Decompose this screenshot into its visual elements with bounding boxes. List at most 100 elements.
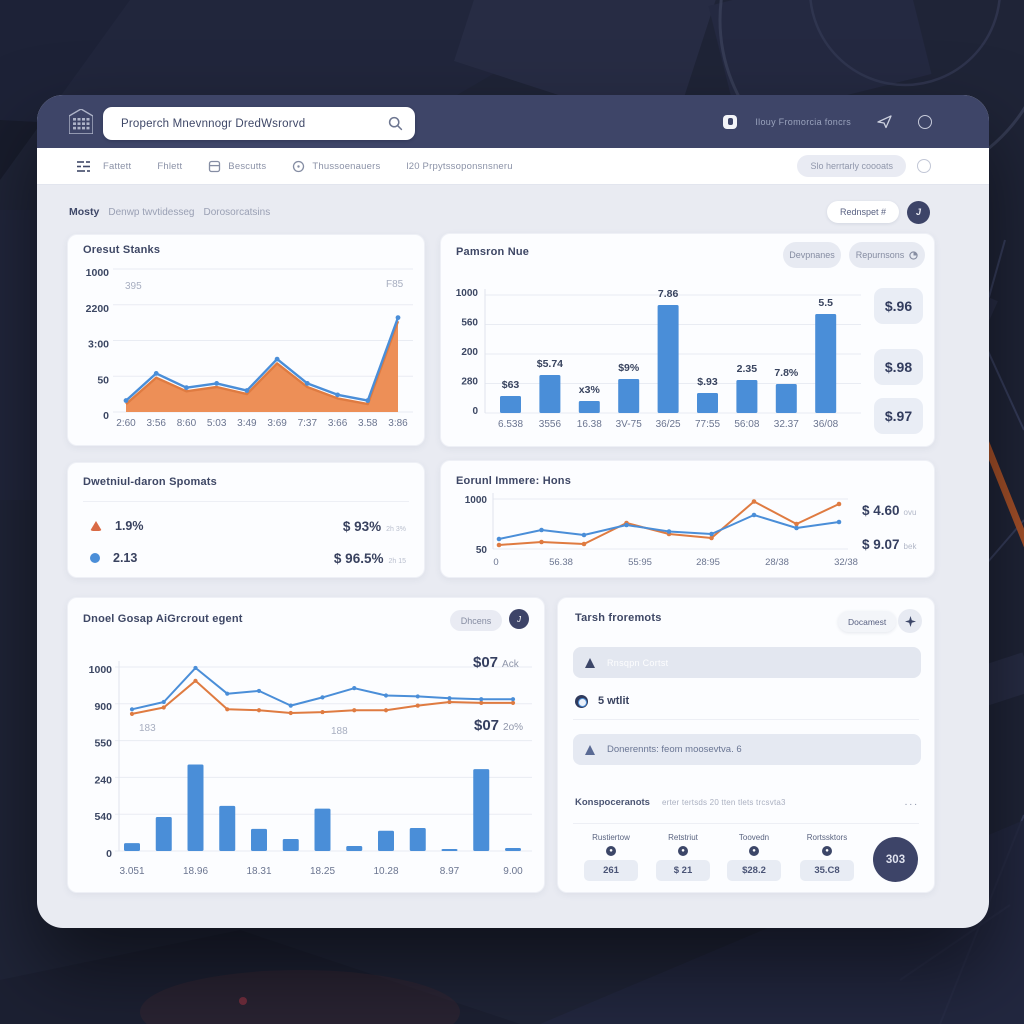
svg-text:1000: 1000 xyxy=(89,664,113,676)
star-pin-icon xyxy=(904,615,916,627)
stat-value: $ 21 xyxy=(656,860,710,881)
svg-text:F85: F85 xyxy=(386,279,404,290)
svg-text:3:00: 3:00 xyxy=(88,339,109,351)
send-plane-icon[interactable] xyxy=(877,114,892,129)
more-options-icon[interactable]: ... xyxy=(904,796,919,808)
stat-pin-icon: ● xyxy=(678,846,688,856)
svg-text:5:03: 5:03 xyxy=(207,418,227,429)
svg-text:16.38: 16.38 xyxy=(577,419,602,430)
stat-label: Toovedn xyxy=(738,833,770,842)
card-overview-stats: Oresut Stanks 0 50 3:00 2200 1000 2:60 3:56 8:6… xyxy=(67,234,425,446)
toolbar: Fattett Fhlett Bescutts Thussoenauers l2… xyxy=(37,148,989,185)
earning-line-chart: 50 1000 0 56.38 55:95 28:95 28/38 32/38 xyxy=(465,493,858,568)
banner-text: Donerennts: feom moosevtva. 6 xyxy=(607,744,742,755)
card-combo-chart: Dnoel Gosap AiGrcrout egent Dhcens J 0 54… xyxy=(67,597,545,893)
total-circle-button[interactable]: 303 xyxy=(873,837,918,882)
breadcrumb-mid[interactable]: Denwp twvtidesseg xyxy=(108,206,195,218)
send-circle-button[interactable]: J xyxy=(509,609,529,629)
svg-text:$5.74: $5.74 xyxy=(537,358,563,370)
card-earning-lines: Eorunl Immere: Hons 50 1000 0 56.38 55:95 28:… xyxy=(440,460,935,578)
svg-text:2:60: 2:60 xyxy=(116,418,136,429)
notification-circle-icon[interactable] xyxy=(918,114,932,129)
segment-button-1[interactable]: Devpnanes xyxy=(783,242,841,268)
toolbar-item-2[interactable]: Fhlett xyxy=(157,161,182,172)
toolbar-item-5[interactable]: l20 Prpytssoponsnsneru xyxy=(406,161,512,172)
line-stat-2: $ 9.07 bek xyxy=(862,537,916,552)
avatar[interactable]: J xyxy=(907,200,930,224)
stat-value: 35.C8 xyxy=(800,860,854,881)
line-stat-value: $ 4.60 xyxy=(862,503,900,518)
combo-stat-sub: 2o% xyxy=(503,722,524,733)
svg-text:7.86: 7.86 xyxy=(658,288,679,300)
card-title: Eorunl Immere: Hons xyxy=(456,475,572,487)
svg-text:77:55: 77:55 xyxy=(695,419,720,430)
stat-label: Rustiertow xyxy=(592,833,630,842)
svg-text:3V-75: 3V-75 xyxy=(616,419,643,430)
overview-area-chart: 0 50 3:00 2200 1000 2:60 3:56 8:60 5:03 3:49 3:69 7… xyxy=(86,267,413,429)
menu-list-icon[interactable] xyxy=(76,159,91,174)
stat-box-1: $.96 xyxy=(874,288,923,324)
svg-text:28:95: 28:95 xyxy=(696,557,720,568)
document-button[interactable]: Docamest xyxy=(838,611,897,632)
svg-text:10.28: 10.28 xyxy=(373,866,398,877)
stat-label: Rortssktors xyxy=(806,833,848,842)
svg-text:0: 0 xyxy=(103,410,109,422)
toolbar-circle-icon[interactable] xyxy=(917,159,931,173)
combo-stat-value: $07 xyxy=(474,717,500,734)
svg-text:200: 200 xyxy=(461,347,478,358)
toolbar-item-1[interactable]: Fattett xyxy=(103,161,131,172)
report-button[interactable]: Rednspet # xyxy=(826,201,899,223)
toolbar-item-4[interactable]: Thussoenauers xyxy=(292,160,380,173)
correspondence-row[interactable]: Konspoceranots erter tertsds 20 tten tle… xyxy=(575,794,919,810)
svg-text:28/38: 28/38 xyxy=(765,557,789,568)
task-item[interactable]: 5 wtlit xyxy=(575,689,629,713)
toolbar-item-label: Bescutts xyxy=(228,160,267,172)
svg-text:2.35: 2.35 xyxy=(737,363,758,375)
lock-icon[interactable] xyxy=(723,114,738,129)
alert-banner-2[interactable]: Donerennts: feom moosevtva. 6 xyxy=(573,734,921,765)
app-window: Properch Mnevnnogr DredWsrorvd Ilouy Fro… xyxy=(37,95,989,928)
svg-text:3556: 3556 xyxy=(539,419,562,430)
svg-text:280: 280 xyxy=(461,377,478,388)
metric-right-value: $ 93% xyxy=(342,518,382,534)
card-title: Pamsron Nue xyxy=(456,246,530,258)
svg-text:240: 240 xyxy=(94,774,112,786)
search-value: Properch Mnevnnogr DredWsrorvd xyxy=(121,117,306,130)
clock-icon xyxy=(293,160,305,172)
metric-row-2: 2.13 $ 96.5% 2h 15 xyxy=(90,547,406,569)
app-logo-icon xyxy=(69,109,93,134)
pin-circle-button[interactable] xyxy=(898,609,922,633)
metric-value: 2.13 xyxy=(113,551,138,565)
combo-stat-value: $07 xyxy=(473,654,499,671)
svg-text:6.538: 6.538 xyxy=(498,419,523,430)
toolbar-item-3[interactable]: Bescutts xyxy=(208,160,266,173)
svg-text:1000: 1000 xyxy=(465,495,488,506)
svg-text:560: 560 xyxy=(461,318,478,329)
footer-stat-3: Toovedn ● $28.2 xyxy=(723,833,785,881)
toolbar-action-button[interactable]: Slo herrtarly coooats xyxy=(797,155,906,177)
alert-banner-1[interactable]: Rnsqpn Cortst xyxy=(573,647,921,678)
breadcrumb-primary[interactable]: Mosty xyxy=(69,206,100,218)
search-input[interactable]: Properch Mnevnnogr DredWsrorvd xyxy=(103,107,415,140)
segment-button-2[interactable]: Repurnsons xyxy=(849,242,925,268)
search-icon[interactable] xyxy=(388,116,403,131)
revenue-bar-chart: 0 280 200 560 1000 $63 $5.74 x3% $9% 7.86 $.93 2.35… xyxy=(456,288,861,430)
warning-triangle-icon xyxy=(585,744,595,755)
footer-stat-2: Retstriut ● $ 21 xyxy=(652,833,714,881)
svg-text:9.00: 9.00 xyxy=(503,866,523,877)
card-title: Oresut Stanks xyxy=(83,244,161,256)
svg-text:3.58: 3.58 xyxy=(358,418,378,429)
filter-button[interactable]: Dhcens xyxy=(450,610,502,631)
svg-text:32/38: 32/38 xyxy=(834,557,858,568)
stat-clock-icon: ● xyxy=(749,846,759,856)
card-title: Tarsh froremots xyxy=(575,612,662,624)
folder-icon xyxy=(209,160,221,172)
svg-text:x3%: x3% xyxy=(579,384,601,396)
stat-box-2: $.98 xyxy=(874,349,923,385)
row-sub-label: erter tertsds 20 tten tlets trcsvta3 xyxy=(661,797,786,807)
breadcrumb-last[interactable]: Dorosorcatsins xyxy=(203,206,271,218)
svg-text:3:66: 3:66 xyxy=(328,418,348,429)
footer-stat-4: Rortssktors ● 35.C8 xyxy=(796,833,858,881)
metric-row-1: 1.9% $ 93% 2h 3% xyxy=(90,515,406,537)
